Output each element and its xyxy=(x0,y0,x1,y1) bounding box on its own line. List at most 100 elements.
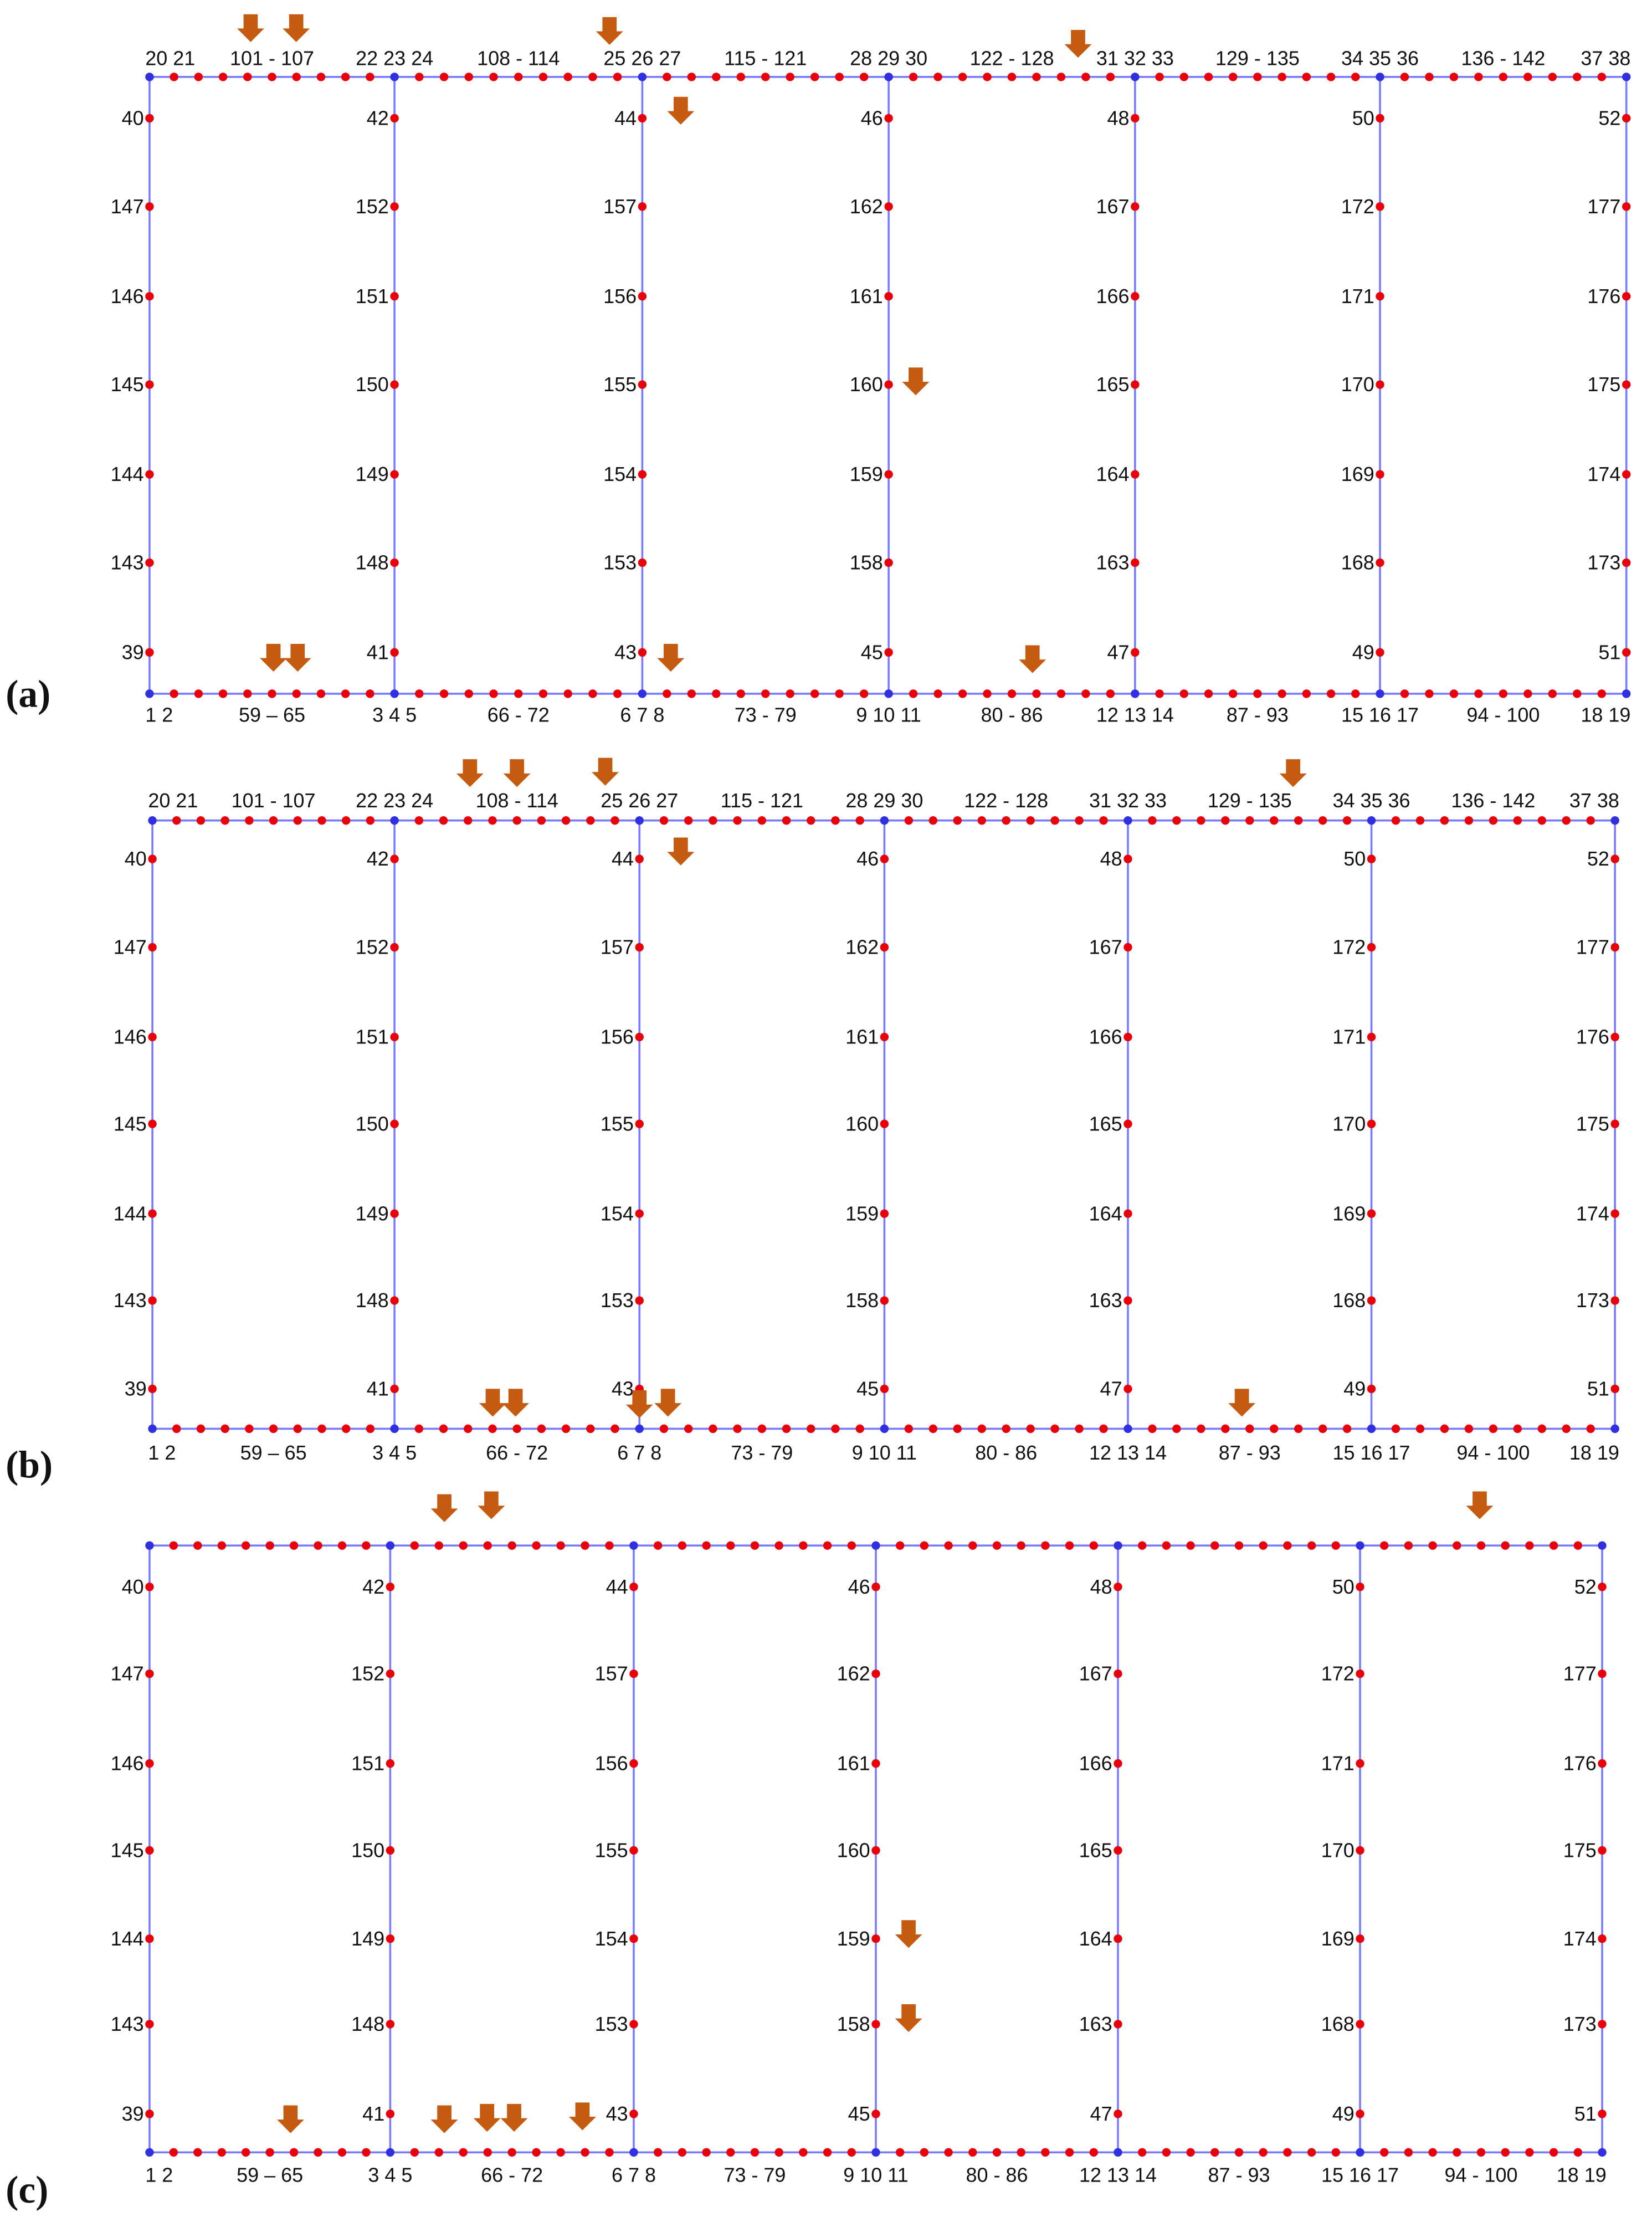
node xyxy=(1622,380,1631,389)
node xyxy=(774,2148,783,2157)
node xyxy=(1453,1541,1461,1550)
node xyxy=(835,689,844,698)
node-label: 144 xyxy=(111,1927,144,1950)
node-label: 42 xyxy=(362,1575,384,1598)
node-label: 162 xyxy=(837,1662,870,1685)
load-arrow xyxy=(502,1389,530,1417)
node xyxy=(145,2020,154,2029)
node-label: 144 xyxy=(114,1202,147,1225)
node-label: 149 xyxy=(356,1202,389,1225)
node-label: 49 xyxy=(1352,641,1374,663)
node xyxy=(757,816,767,825)
node xyxy=(702,2148,711,2157)
node xyxy=(194,73,203,81)
node-label: 170 xyxy=(1332,1112,1366,1135)
node xyxy=(1598,1669,1607,1678)
node xyxy=(1210,2148,1219,2157)
node-label: 155 xyxy=(601,1112,634,1135)
node xyxy=(933,689,942,698)
node-label: 154 xyxy=(603,463,637,485)
bottom-node-label: 80 - 86 xyxy=(975,1441,1037,1464)
node xyxy=(733,816,742,825)
node xyxy=(1331,2148,1341,2157)
node xyxy=(684,816,693,825)
node xyxy=(1131,114,1140,123)
node xyxy=(653,2148,663,2157)
node xyxy=(1453,2148,1461,2157)
node xyxy=(556,2148,565,2157)
node xyxy=(193,2148,202,2157)
node xyxy=(317,1424,326,1434)
node xyxy=(638,470,647,479)
top-node-label: 108 - 114 xyxy=(475,789,558,812)
node xyxy=(687,689,696,698)
node xyxy=(1610,1119,1619,1128)
bottom-node-label: 15 16 17 xyxy=(1341,704,1419,726)
node xyxy=(799,2148,808,2157)
node-label: 164 xyxy=(1096,463,1130,485)
node xyxy=(145,558,154,567)
node xyxy=(880,1032,889,1042)
node xyxy=(410,2148,419,2157)
node xyxy=(635,854,644,863)
bottom-node-label: 59 – 65 xyxy=(237,2163,303,2186)
node-label: 43 xyxy=(612,1377,634,1400)
node-label: 50 xyxy=(1332,1575,1355,1598)
node xyxy=(1050,1424,1059,1434)
node xyxy=(532,1541,541,1550)
bottom-node-label: 15 16 17 xyxy=(1333,1441,1410,1464)
node-label: 176 xyxy=(1587,285,1620,308)
node xyxy=(638,291,647,301)
node xyxy=(337,1541,347,1550)
node xyxy=(439,816,448,825)
node xyxy=(145,380,154,389)
load-arrow xyxy=(1466,1491,1494,1519)
node xyxy=(880,1424,889,1434)
node xyxy=(314,1541,322,1550)
node-label: 164 xyxy=(1079,1927,1112,1950)
node-label: 152 xyxy=(356,195,389,218)
node xyxy=(859,73,869,81)
node xyxy=(880,854,889,863)
node xyxy=(871,2020,880,2029)
node xyxy=(1548,689,1557,698)
node xyxy=(1041,1541,1050,1550)
load-arrow xyxy=(895,2004,922,2033)
node xyxy=(1326,689,1336,698)
node xyxy=(1106,73,1115,81)
node xyxy=(1598,1583,1607,1591)
node xyxy=(1525,1541,1534,1550)
node xyxy=(1598,1759,1607,1768)
top-node-label: 101 - 107 xyxy=(230,47,314,69)
node-label: 155 xyxy=(595,1839,628,1861)
node xyxy=(1376,470,1384,479)
load-arrow xyxy=(592,757,619,786)
node xyxy=(757,1424,767,1434)
bottom-node-label: 59 – 65 xyxy=(239,704,305,726)
top-node-label: 129 - 135 xyxy=(1208,789,1292,812)
node-label: 152 xyxy=(351,1662,384,1685)
node xyxy=(958,73,967,81)
node xyxy=(1342,816,1352,825)
node xyxy=(1415,1424,1425,1434)
node-label: 166 xyxy=(1089,1026,1122,1048)
node-label: 151 xyxy=(356,285,389,308)
node xyxy=(1501,2148,1510,2157)
node-label: 39 xyxy=(125,1377,147,1400)
node xyxy=(884,648,893,657)
node xyxy=(148,816,157,825)
node xyxy=(1056,689,1066,698)
node xyxy=(1041,2148,1050,2157)
node xyxy=(292,73,301,81)
bottom-node-label: 9 10 11 xyxy=(852,1441,917,1464)
node xyxy=(268,73,276,81)
node xyxy=(512,816,521,825)
load-arrow xyxy=(654,1389,682,1417)
load-arrow xyxy=(1228,1389,1256,1417)
node xyxy=(439,1424,448,1434)
node xyxy=(1367,1384,1376,1394)
node xyxy=(1598,1846,1607,1855)
node-label: 148 xyxy=(356,551,389,574)
node xyxy=(933,73,942,81)
node xyxy=(1172,816,1181,825)
